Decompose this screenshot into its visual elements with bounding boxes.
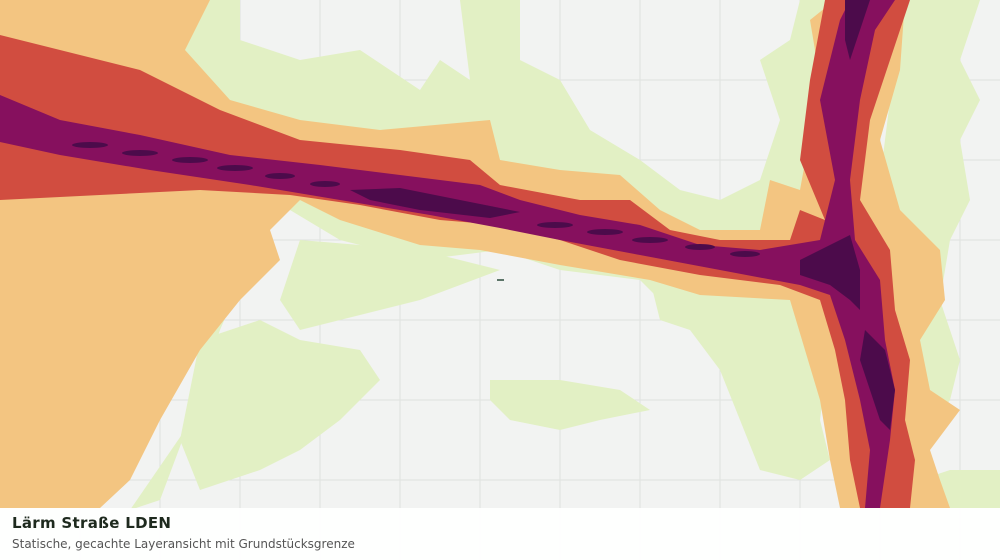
noise-zone-high [0, 0, 915, 508]
caption-panel: Lärm Straße LDEN Statische, gecachte Lay… [0, 508, 1000, 560]
layer-title: Lärm Straße LDEN [12, 514, 172, 532]
layer-subtitle: Statische, gecachte Layeransicht mit Gru… [12, 537, 355, 551]
noise-zone-extreme [72, 0, 895, 430]
noise-zone-very-high [0, 0, 895, 508]
